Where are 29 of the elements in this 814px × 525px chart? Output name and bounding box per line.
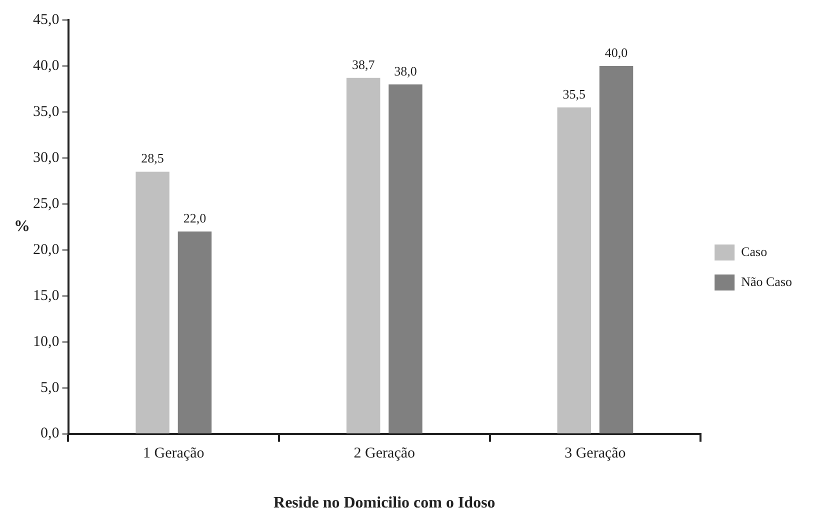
x-axis-title: Reside no Domicilio com o Idoso — [274, 494, 496, 512]
y-tick-label: 20,0 — [33, 242, 60, 258]
data-label: 35,5 — [562, 86, 586, 102]
y-tick-label: 35,0 — [33, 104, 60, 120]
y-tick-label: 10,0 — [33, 334, 60, 350]
data-label: 28,5 — [141, 150, 164, 166]
y-tick-label: 25,0 — [33, 196, 60, 212]
y-tick-label: 45,0 — [33, 12, 60, 28]
data-label: 22,0 — [183, 210, 206, 226]
y-tick-label: 15,0 — [33, 288, 60, 304]
y-tick-label: 0,0 — [40, 426, 60, 442]
y-tick-label: 5,0 — [40, 380, 60, 396]
legend-label: Não Caso — [741, 274, 792, 289]
data-label: 40,0 — [604, 44, 628, 60]
bar — [346, 78, 380, 434]
x-tick-label: 3 Geração — [564, 446, 626, 462]
data-label: 38,0 — [394, 63, 417, 78]
legend-label: Caso — [741, 244, 768, 259]
data-label: 38,7 — [352, 56, 376, 72]
bar — [599, 66, 634, 434]
bar — [136, 172, 170, 434]
bar — [388, 84, 422, 434]
x-tick-label: 2 Geração — [354, 446, 416, 462]
x-tick-label: 1 Geração — [143, 446, 204, 462]
y-axis-title: % — [14, 218, 30, 236]
y-tick-label: 40,0 — [33, 58, 60, 74]
y-tick-label: 30,0 — [33, 150, 60, 166]
bar — [557, 107, 591, 434]
bar — [178, 232, 212, 434]
